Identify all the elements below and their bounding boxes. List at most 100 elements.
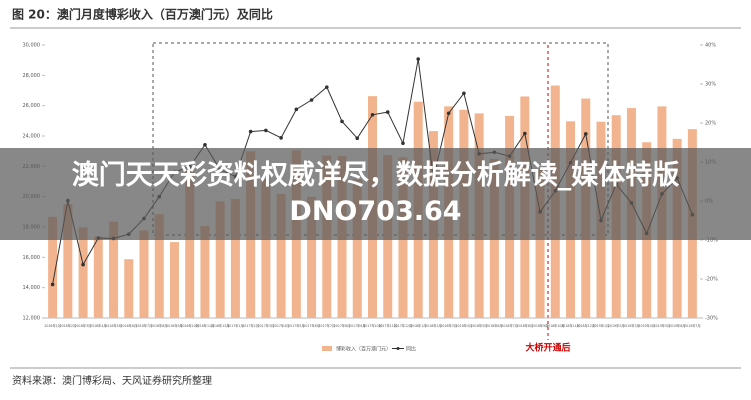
x-tick-label: 2016年8月: [151, 323, 168, 328]
x-tick-label: 2019年7月: [684, 323, 701, 328]
x-tick-label: 2016年1月: [44, 323, 61, 328]
y2-tick-label: 40%: [705, 43, 716, 49]
x-tick-label: 2017年8月: [334, 323, 351, 328]
x-tick-label: 2018年2月: [425, 323, 442, 328]
point: [264, 128, 268, 133]
bar: [93, 236, 103, 318]
point: [294, 107, 299, 112]
bar: [139, 230, 149, 318]
bar: [78, 227, 88, 318]
x-tick-label: 2017年10月: [363, 323, 382, 328]
point: [203, 143, 207, 147]
x-tick-label: 2017年12月: [394, 323, 413, 328]
bar: [200, 226, 210, 318]
y-tick-label: 26,000: [23, 103, 41, 109]
x-tick-label: 2018年4月: [456, 323, 473, 328]
x-tick-label: 2018年6月: [486, 323, 503, 328]
x-tick-label: 2016年5月: [105, 323, 122, 328]
overlay-banner: 澳门天天彩资料权威详尽，数据分析解读_媒体特版DNO703.64: [0, 148, 751, 240]
x-tick-label: 2018年7月: [501, 323, 518, 328]
bar: [124, 259, 134, 318]
y-tick-label: 30,000: [23, 43, 41, 49]
bar: [261, 178, 271, 318]
x-tick-label: 2016年4月: [90, 323, 107, 328]
x-tick-label: 2018年12月: [576, 323, 595, 328]
bar: [63, 204, 73, 318]
point: [325, 85, 329, 89]
bar: [276, 193, 286, 318]
point: [401, 141, 405, 146]
x-tick-label: 2017年3月: [258, 323, 275, 328]
bar: [352, 179, 362, 318]
point: [370, 113, 375, 117]
x-tick-label: 2017年2月: [242, 323, 259, 328]
legend-swatch: [396, 347, 400, 350]
x-tick-label: 2018年3月: [440, 323, 457, 328]
y-tick-label: 24,000: [23, 134, 41, 140]
bar: [215, 201, 225, 318]
y2-tick-label: -20%: [705, 277, 718, 283]
point: [523, 131, 527, 136]
x-tick-label: 2016年6月: [121, 323, 138, 328]
x-tick-label: 2017年1月: [227, 323, 244, 328]
bar: [230, 198, 240, 318]
point: [385, 110, 390, 114]
x-tick-label: 2017年4月: [273, 323, 290, 328]
legend-label: 博彩收入（百万澳门元）: [336, 346, 391, 353]
x-tick-label: 2016年3月: [75, 323, 92, 328]
point: [50, 282, 55, 287]
bar: [109, 221, 119, 318]
y2-tick-label: 30%: [705, 82, 716, 88]
point: [355, 136, 360, 141]
point: [81, 262, 85, 267]
x-tick-label: 2019年4月: [638, 323, 655, 328]
bar: [154, 214, 164, 318]
x-tick-label: 2017年11月: [378, 323, 397, 328]
x-tick-label: 2019年1月: [593, 323, 610, 328]
legend-swatch: [322, 346, 332, 351]
x-tick-label: 2018年9月: [532, 323, 549, 328]
annotation: 大桥开通后: [525, 342, 570, 354]
point: [248, 129, 253, 134]
x-tick-label: 2016年9月: [166, 323, 183, 328]
x-tick-label: 2017年6月: [303, 323, 320, 328]
legend-label: 同比: [406, 346, 416, 353]
y-tick-label: 12,000: [23, 316, 41, 322]
x-tick-label: 2018年8月: [517, 323, 534, 328]
point: [446, 111, 451, 116]
x-tick-label: 2016年10月: [180, 323, 199, 328]
y-tick-label: 14,000: [23, 285, 41, 291]
x-tick-label: 2018年5月: [471, 323, 488, 328]
x-tick-label: 2016年2月: [60, 323, 77, 328]
x-tick-label: 2019年6月: [669, 323, 686, 328]
x-tick-label: 2017年9月: [349, 323, 366, 328]
y-tick-label: 28,000: [23, 73, 41, 79]
chart-title: 图 20：澳门月度博彩收入（百万澳门元）及同比: [12, 7, 273, 22]
x-tick-label: 2018年10月: [546, 323, 565, 328]
point: [416, 57, 420, 61]
x-tick-label: 2017年5月: [288, 323, 305, 328]
x-tick-label: 2016年12月: [211, 323, 230, 328]
y2-tick-label: 20%: [705, 121, 716, 127]
point: [309, 98, 314, 102]
bar: [307, 196, 317, 318]
x-tick-label: 2016年7月: [136, 323, 153, 328]
overlay-text: 澳门天天彩资料权威详尽，数据分析解读_媒体特版DNO703.64: [71, 160, 680, 227]
x-tick-label: 2017年7月: [319, 323, 336, 328]
source: 资料来源：澳门博彩局、天风证券研究所整理: [12, 374, 212, 387]
point: [583, 132, 588, 136]
point: [462, 91, 466, 96]
bar: [48, 216, 58, 318]
bar: [185, 169, 195, 318]
y2-tick-label: -10%: [705, 238, 718, 244]
x-tick-label: 2019年5月: [654, 323, 671, 328]
x-tick-label: 2019年2月: [608, 323, 625, 328]
x-tick-label: 2018年1月: [410, 323, 427, 328]
y-tick-label: 16,000: [23, 255, 41, 261]
point: [279, 136, 283, 140]
x-tick-label: 2019年3月: [623, 323, 640, 328]
point: [340, 119, 344, 124]
x-tick-label: 2016年11月: [196, 323, 215, 328]
bar: [169, 242, 179, 318]
